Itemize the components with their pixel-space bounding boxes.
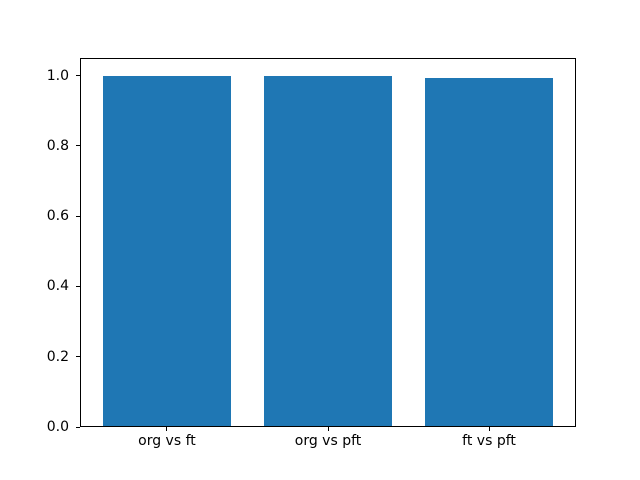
y-tick-label: 0.2 bbox=[46, 348, 69, 365]
bar bbox=[263, 75, 393, 427]
x-tick-label: org vs ft bbox=[138, 433, 196, 449]
y-tick bbox=[76, 75, 80, 77]
x-tick bbox=[327, 427, 329, 431]
x-tick bbox=[166, 427, 168, 431]
plot-area bbox=[80, 58, 576, 427]
x-tick bbox=[488, 427, 490, 431]
x-tick-label: ft vs pft bbox=[462, 433, 516, 449]
y-tick bbox=[76, 145, 80, 147]
y-tick-label: 0.0 bbox=[46, 419, 69, 435]
bar bbox=[102, 75, 232, 427]
y-tick bbox=[76, 285, 80, 287]
x-tick-label: org vs pft bbox=[294, 433, 362, 449]
y-tick-label: 0.6 bbox=[46, 208, 69, 225]
bar bbox=[424, 77, 554, 427]
y-tick-label: 0.8 bbox=[46, 137, 69, 154]
y-tick-label: 1.0 bbox=[46, 67, 69, 84]
y-tick bbox=[76, 215, 80, 217]
y-tick-label: 0.4 bbox=[46, 278, 69, 295]
y-tick bbox=[76, 426, 80, 428]
y-tick bbox=[76, 356, 80, 358]
